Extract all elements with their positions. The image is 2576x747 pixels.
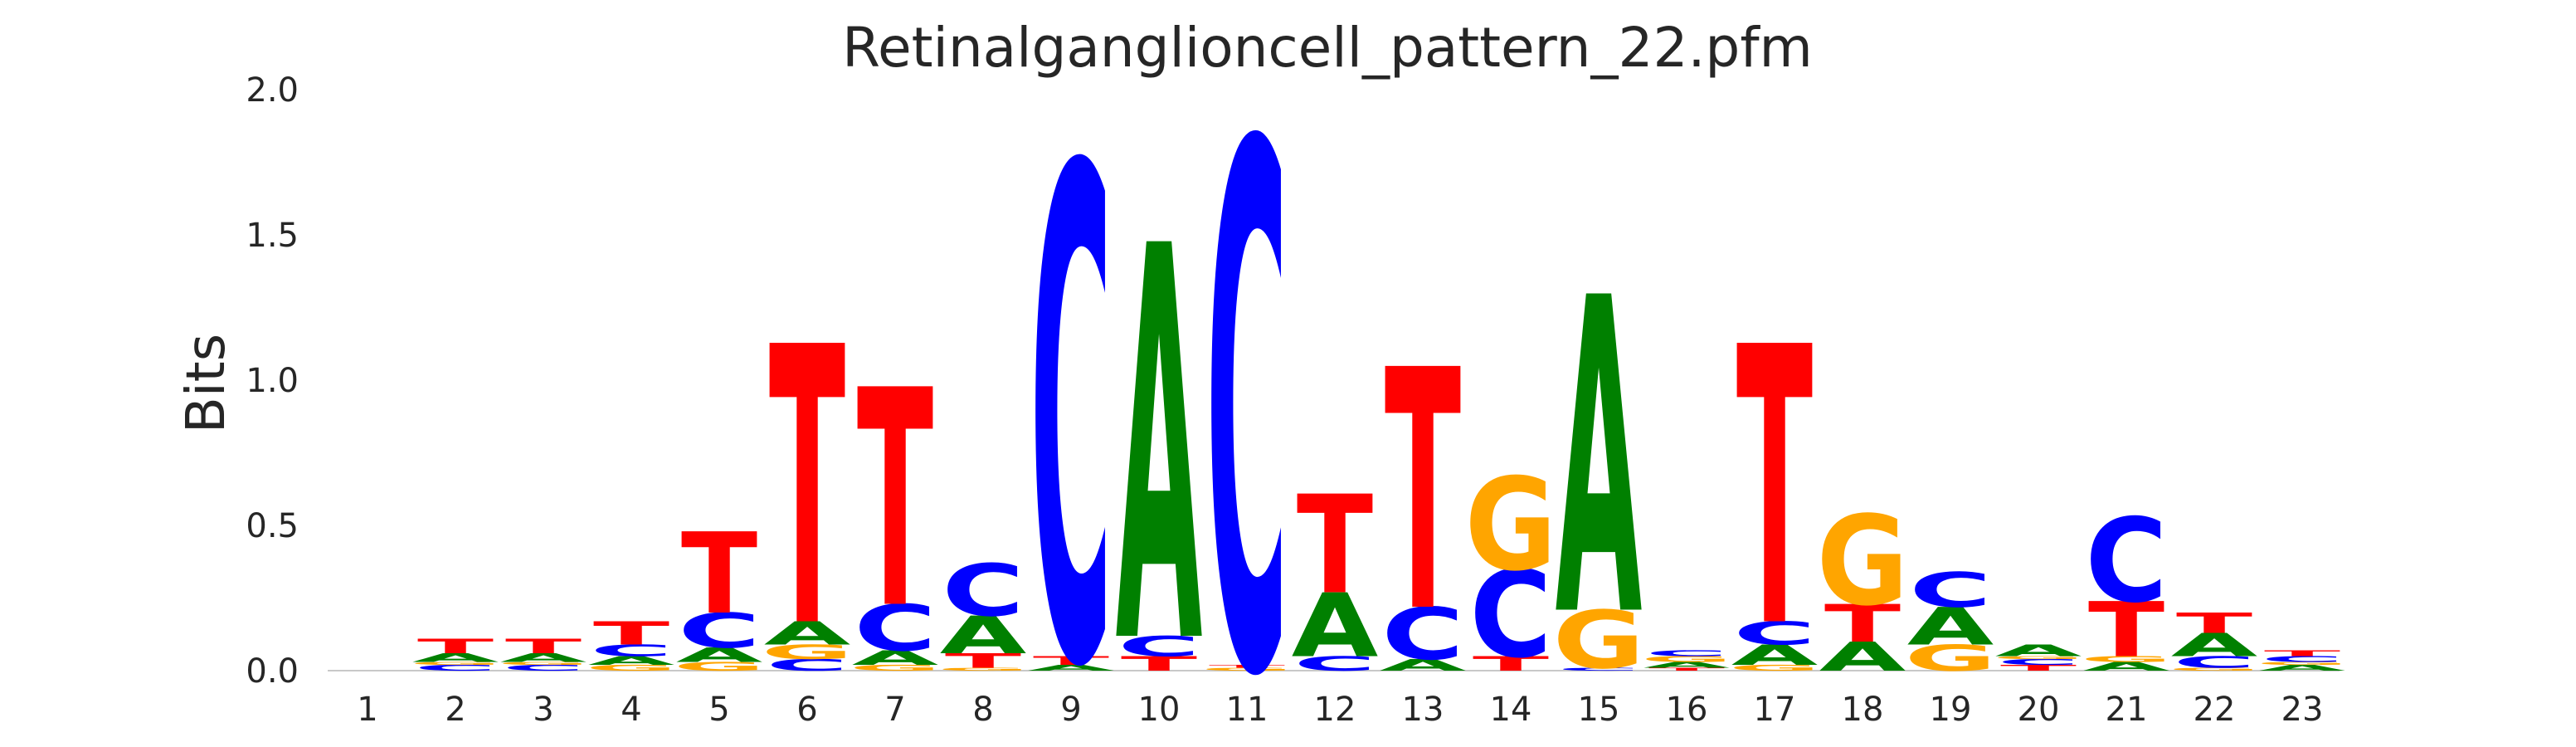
- y-tick-label: 1.5: [246, 217, 299, 255]
- x-tick-label: 5: [709, 691, 729, 729]
- logo-letter-A: A: [1556, 208, 1643, 713]
- logo-letter-T: T: [1736, 266, 1814, 711]
- x-tick-label: 8: [972, 691, 993, 729]
- x-tick-label: 20: [2018, 691, 2060, 729]
- y-tick-label: 1.0: [246, 362, 299, 400]
- x-tick-label: 1: [357, 691, 377, 729]
- logo-letter-T: T: [1385, 301, 1462, 686]
- logo-letter-T: T: [417, 635, 494, 658]
- logo-column-12: CAT: [1292, 467, 1379, 676]
- x-tick-label: 3: [533, 691, 553, 729]
- x-tick-label: 22: [2194, 691, 2236, 729]
- logo-letter-T: T: [505, 635, 582, 658]
- logo-letter-G: G: [1465, 452, 1557, 599]
- y-tick-label: 0.5: [246, 507, 299, 545]
- logo-letter-T: T: [769, 266, 846, 711]
- x-tick-label: 19: [1930, 691, 1972, 729]
- logo-column-13: ACT: [1380, 301, 1467, 686]
- logo-letter-T: T: [681, 509, 757, 638]
- x-tick-label: 12: [1314, 691, 1356, 729]
- y-axis-ticks: 0.0 0.5 1.0 1.5 2.0: [246, 71, 299, 691]
- logo-letter-T: T: [2176, 608, 2252, 640]
- logo-letter-A: A: [1995, 642, 2082, 660]
- logo-column-19: GAC: [1905, 563, 1997, 679]
- logo-column-9: ATC: [1028, 28, 1115, 747]
- logo-letter-G: G: [1817, 490, 1909, 633]
- x-tick-label: 13: [1402, 691, 1444, 729]
- x-tick-label: 2: [445, 691, 465, 729]
- x-tick-label: 21: [2106, 691, 2148, 729]
- logo-column-15: CGA: [1553, 208, 1645, 713]
- x-tick-label: 7: [884, 691, 905, 729]
- y-tick-label: 0.0: [246, 652, 299, 691]
- logo-letter-C: C: [1645, 649, 1727, 658]
- x-tick-label: 23: [2281, 691, 2324, 729]
- logo-letter-T: T: [2264, 649, 2340, 658]
- logo-column-14: TCG: [1465, 452, 1557, 684]
- x-tick-label: 14: [1490, 691, 1532, 729]
- logo-column-18: ATG: [1817, 490, 1909, 680]
- logo-letter-C: C: [942, 549, 1024, 632]
- y-axis-label: Bits: [176, 334, 237, 433]
- logo-column-3: CGAT: [498, 635, 590, 673]
- x-axis-ticks: 1 2 3 4 5 6 7 8 9 10 11 12 13 14 15 16 17 18 19 20 21 22 23: [357, 691, 2323, 729]
- logo-letter-C: C: [1205, 0, 1288, 747]
- x-tick-label: 18: [1842, 691, 1884, 729]
- logo-letter-A: A: [1116, 134, 1204, 747]
- logo-letter-T: T: [593, 615, 670, 652]
- x-tick-label: 4: [621, 691, 641, 729]
- logo-letter-T: T: [857, 328, 934, 675]
- logo-letter-C: C: [1030, 28, 1112, 747]
- chart-title: Retinalganglioncell_pattern_22.pfm: [842, 16, 1813, 80]
- logo-column-16: TAGC: [1641, 649, 1733, 672]
- logo-letter-C: C: [2085, 495, 2167, 628]
- x-tick-label: 16: [1666, 691, 1708, 729]
- logo-letter-C: C: [1909, 563, 1991, 618]
- logo-column-10: TCA: [1116, 134, 1204, 747]
- logo-letter-T: T: [1297, 467, 1373, 624]
- logo-column-11: GTC: [1201, 0, 1293, 747]
- y-tick-label: 2.0: [246, 71, 299, 110]
